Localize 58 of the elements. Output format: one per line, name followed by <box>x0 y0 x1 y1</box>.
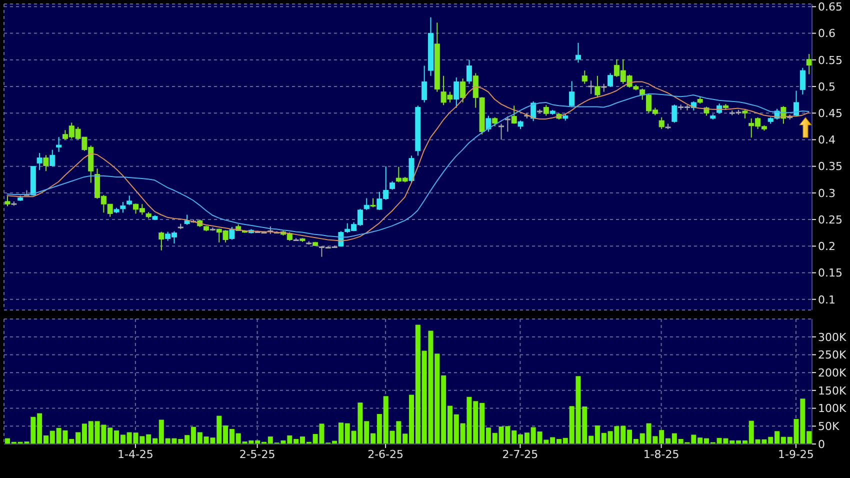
candlestick <box>498 123 504 140</box>
x-tick-label: 2-5-25 <box>239 448 276 461</box>
candlestick <box>486 115 492 132</box>
y-tick-label: 0.55 <box>818 54 842 67</box>
candlestick <box>408 155 414 183</box>
candlestick <box>56 136 62 152</box>
candlestick <box>608 72 614 88</box>
y-tick-label: 0.45 <box>818 107 842 120</box>
x-tick-label: 1-4-25 <box>117 448 154 461</box>
candlestick <box>575 42 581 64</box>
candlestick <box>36 152 42 171</box>
y-tick-label: 0.1 <box>818 293 836 306</box>
candlestick <box>582 70 588 84</box>
candlestick <box>126 195 132 206</box>
y-tick-label: 0.6 <box>818 27 836 40</box>
candlestick <box>504 116 510 132</box>
y-tick-label: 0.15 <box>818 266 842 280</box>
candlestick <box>50 149 56 167</box>
x-tick-label: 2-7-25 <box>502 448 538 461</box>
candlestick <box>229 226 235 240</box>
x-tick-label: 1-8-25 <box>643 448 680 461</box>
candlestick <box>422 65 428 103</box>
y-tick-label: 50K <box>818 420 840 434</box>
y-tick-label: 300K <box>818 330 847 344</box>
candlestick <box>184 214 190 226</box>
candlestick <box>466 59 472 84</box>
candlestick <box>800 67 806 95</box>
candlestick <box>594 75 600 98</box>
candlestick <box>158 231 164 251</box>
candlestick <box>806 54 812 75</box>
x-tick-label: 2-6-25 <box>368 448 404 461</box>
candlestick <box>364 198 370 210</box>
candlestick <box>658 116 664 130</box>
y-tick-label: 100K <box>818 402 847 416</box>
candlestick <box>511 105 517 124</box>
y-tick-label: 0.5 <box>818 80 836 94</box>
y-tick-label: 0.35 <box>818 160 842 174</box>
y-tick-label: 200K <box>818 366 847 380</box>
y-tick-label: 0 <box>818 438 825 451</box>
y-tick-label: 0.3 <box>818 186 836 200</box>
candlestick <box>672 104 678 124</box>
y-tick-label: 250K <box>818 348 847 362</box>
candlestick <box>588 80 594 94</box>
candlestick <box>120 201 126 214</box>
candlestick <box>370 198 376 208</box>
candlestick <box>460 78 466 103</box>
candlestick <box>492 116 498 127</box>
candlestick <box>4 196 10 207</box>
y-tick-label: 0.2 <box>818 240 836 254</box>
x-tick-label: 1-9-25 <box>778 448 814 461</box>
candlestick <box>569 80 575 108</box>
candlestick <box>454 76 460 108</box>
y-tick-label: 150K <box>818 384 847 398</box>
y-tick-label: 0.65 <box>818 0 842 14</box>
candlestick <box>543 104 549 116</box>
y-tick-label: 0.4 <box>818 134 836 147</box>
candlestick <box>43 154 49 172</box>
y-tick-label: 0.25 <box>818 213 842 226</box>
